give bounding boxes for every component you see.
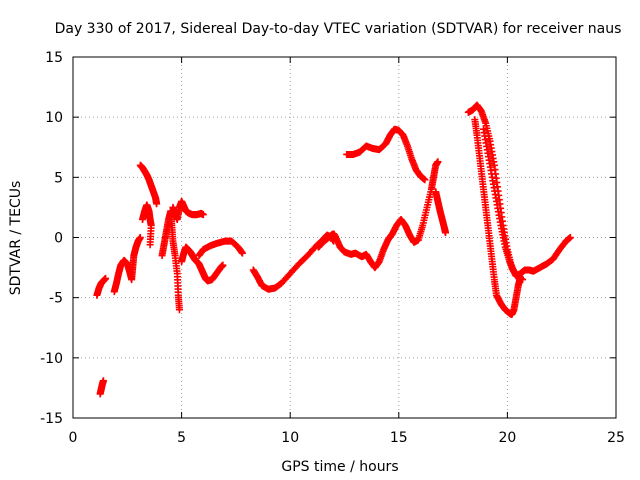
- grid: [73, 57, 616, 418]
- y-axis-label: SDTVAR / TECUs: [8, 181, 24, 296]
- data-point: [566, 234, 574, 241]
- x-tick-label: 25: [607, 430, 625, 446]
- data-point: [136, 234, 144, 241]
- data-point: [519, 276, 527, 284]
- data-point: [421, 176, 429, 184]
- x-tick-label: 15: [390, 430, 408, 446]
- y-tick-label: 15: [45, 50, 63, 66]
- chart-title: Day 330 of 2017, Sidereal Day-to-day VTE…: [55, 21, 622, 37]
- axis-ticks: 0 5 10 15 20 25 15 10 5 0 -5 -10 -15: [40, 50, 625, 446]
- data-points: [93, 101, 574, 398]
- y-tick-label: 5: [54, 170, 63, 186]
- data-point: [199, 211, 207, 219]
- data-point: [219, 261, 227, 269]
- data-point: [175, 306, 183, 314]
- y-tick-label: 0: [54, 231, 63, 247]
- x-tick-label: 10: [281, 430, 299, 446]
- y-tick-label: -10: [40, 351, 63, 367]
- x-tick-label: 0: [69, 430, 78, 446]
- data-point: [238, 249, 246, 257]
- data-point: [153, 200, 161, 208]
- y-tick-label: 10: [45, 110, 63, 126]
- data-point: [441, 229, 449, 237]
- x-tick-label: 20: [498, 430, 516, 446]
- data-point: [102, 274, 110, 282]
- data-point: [434, 158, 442, 166]
- x-axis-label: GPS time / hours: [281, 459, 398, 475]
- y-tick-label: -5: [49, 291, 63, 307]
- data-point: [99, 377, 107, 385]
- plot-frame: [72, 56, 617, 419]
- x-tick-label: 5: [177, 430, 186, 446]
- y-tick-label: -15: [40, 411, 63, 427]
- data-point: [146, 241, 154, 249]
